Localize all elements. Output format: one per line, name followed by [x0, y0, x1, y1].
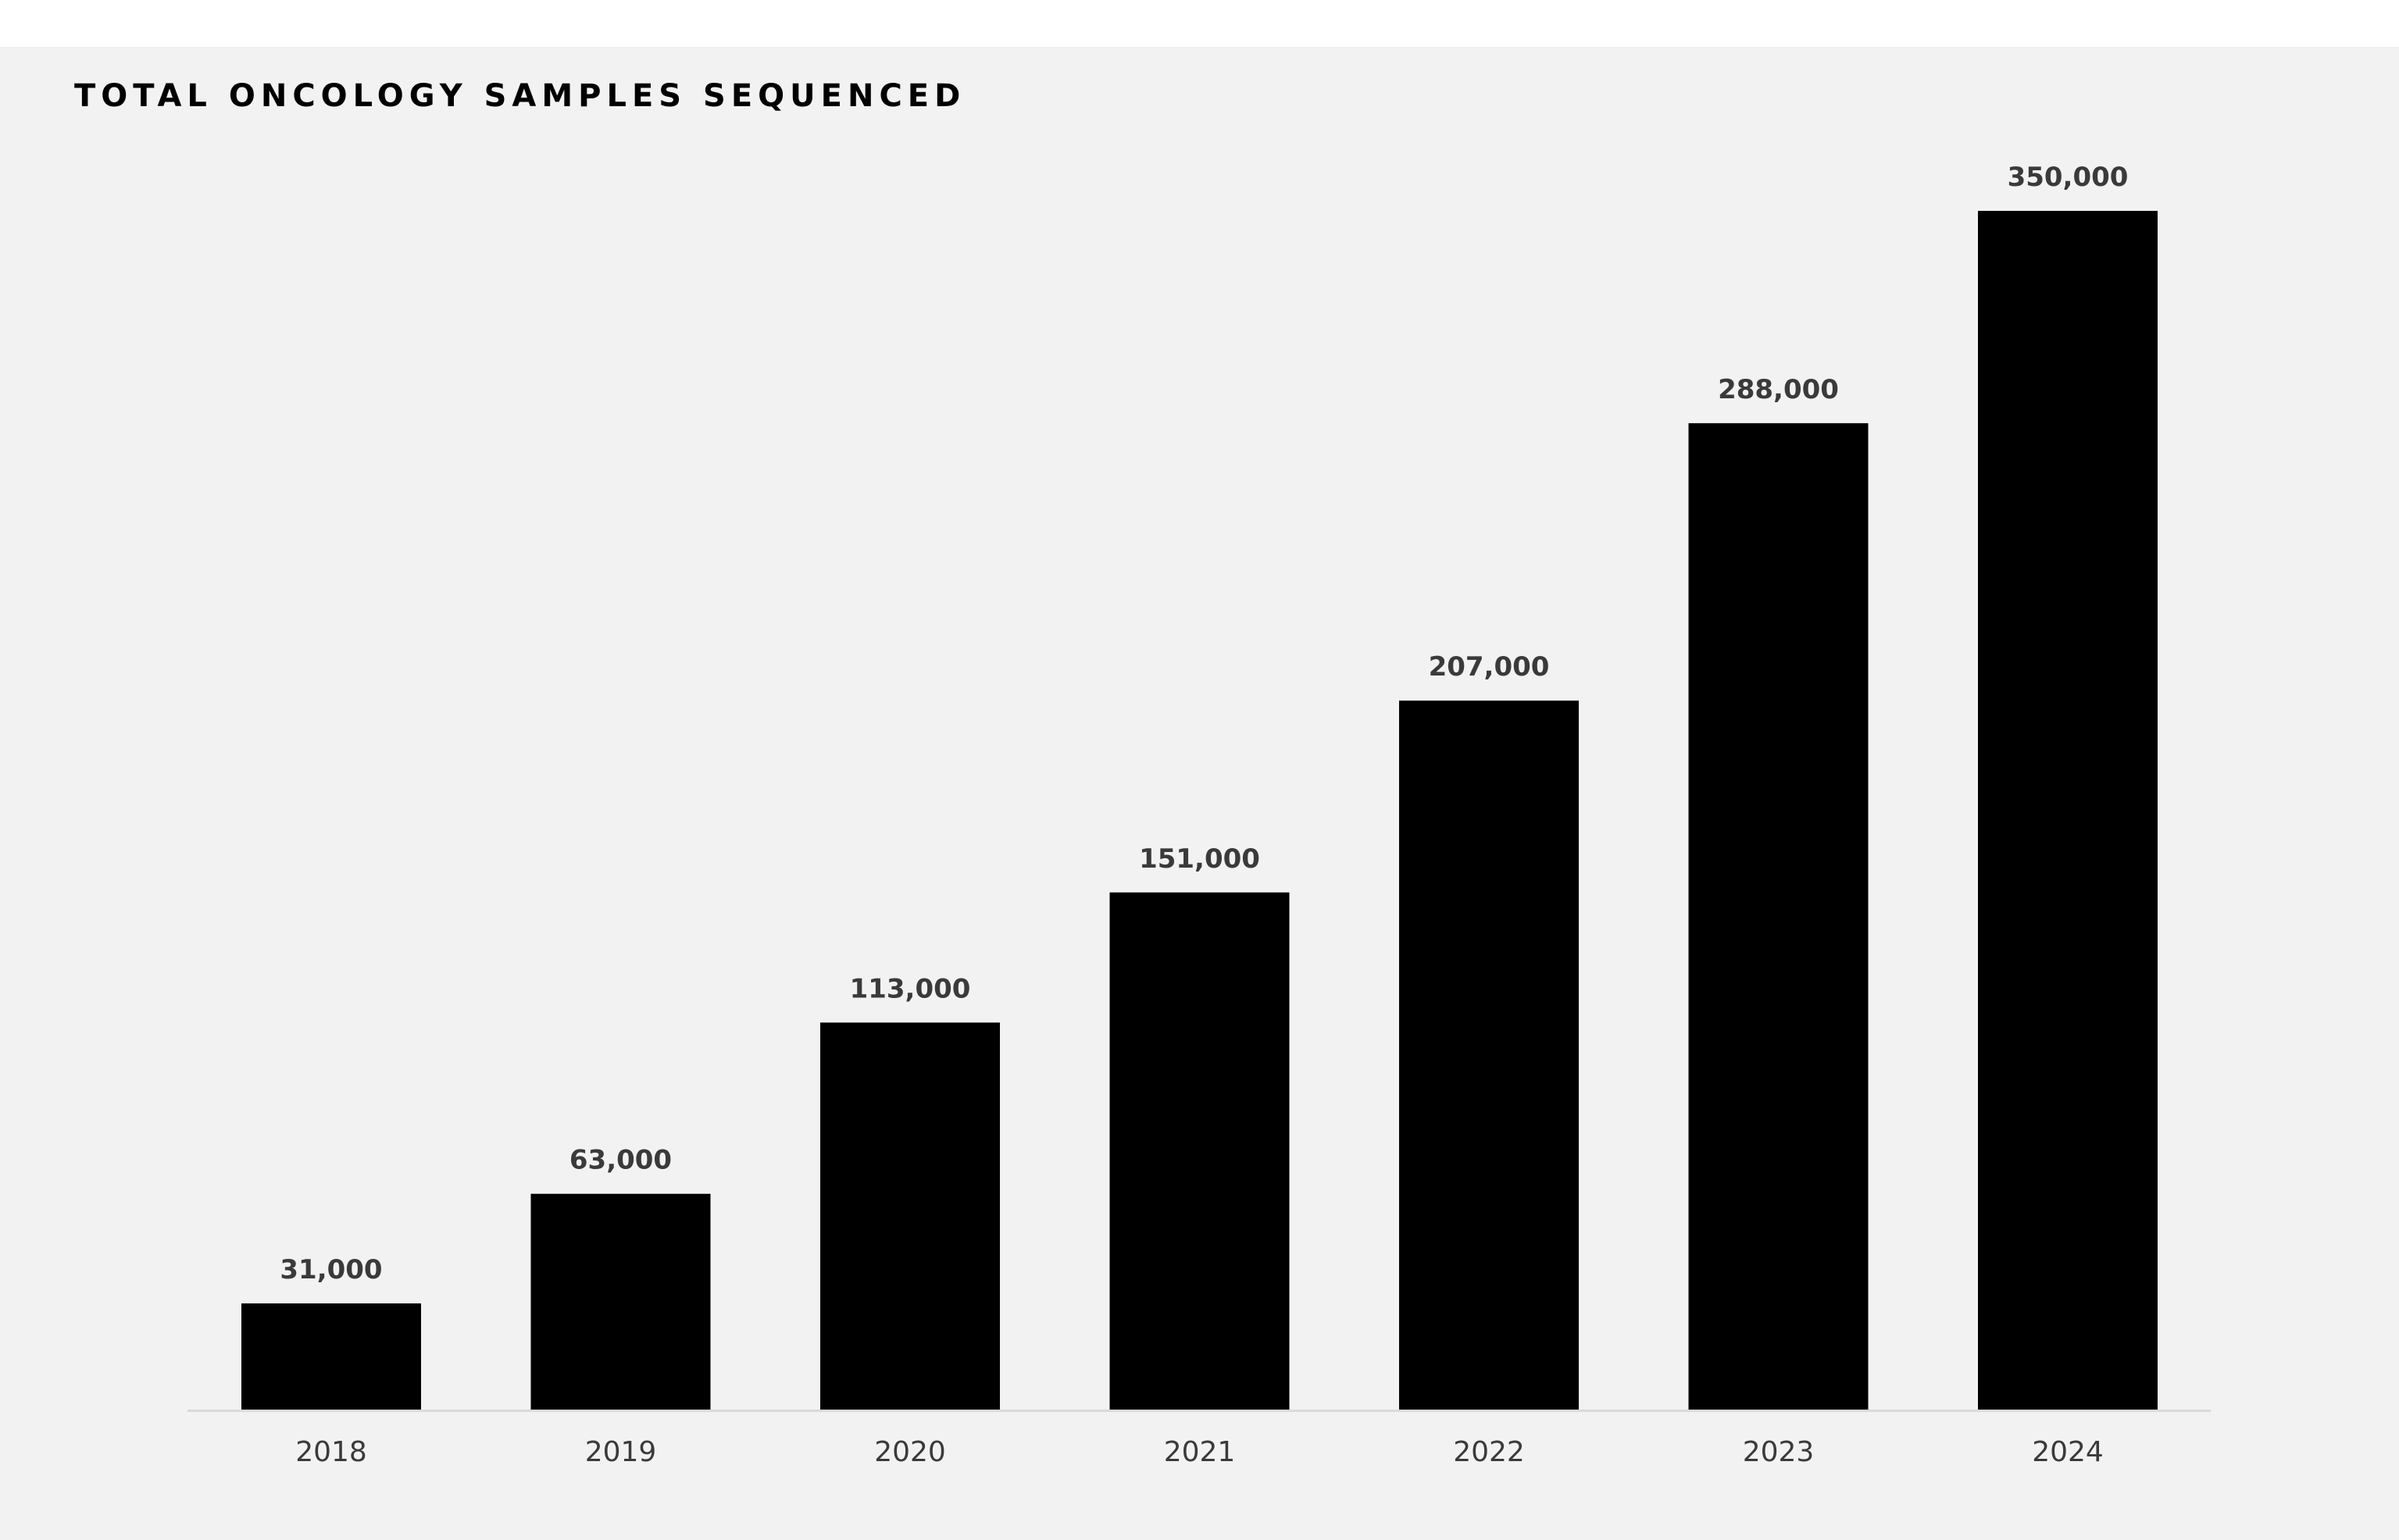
data-label-2022: 207,000 [1429, 651, 1550, 683]
x-tick-label-2022: 2022 [1453, 1436, 1525, 1468]
bar-2022 [1399, 700, 1579, 1410]
chart-title: TOTAL ONCOLOGY SAMPLES SEQUENCED [74, 78, 966, 114]
data-label-2020: 113,000 [850, 973, 971, 1004]
data-label-2021: 151,000 [1139, 843, 1260, 875]
bar-2024 [1978, 211, 2158, 1410]
top-strip [0, 0, 2399, 47]
data-label-2019: 63,000 [569, 1145, 672, 1176]
x-tick-labels-group: 2018 2019 2020 2021 2022 2023 2024 [295, 1436, 2104, 1468]
bar-2018 [241, 1303, 421, 1410]
bar-2021 [1109, 892, 1290, 1410]
data-labels-group: 31,000 63,000 113,000 151,000 207,000 288,000… [280, 162, 2128, 1285]
bar-2020 [820, 1022, 1000, 1410]
x-tick-label-2019: 2019 [585, 1436, 657, 1468]
x-tick-label-2024: 2024 [2032, 1436, 2104, 1468]
x-tick-label-2020: 2020 [874, 1436, 946, 1468]
data-label-2024: 350,000 [2008, 162, 2129, 193]
data-label-2023: 288,000 [1718, 374, 1839, 405]
bar-2023 [1688, 422, 1869, 1410]
x-tick-label-2018: 2018 [295, 1436, 367, 1468]
bar-2019 [530, 1193, 711, 1410]
x-tick-label-2023: 2023 [1743, 1436, 1815, 1468]
bars-group [241, 211, 2158, 1410]
data-label-2018: 31,000 [280, 1254, 382, 1285]
x-tick-label-2021: 2021 [1164, 1436, 1236, 1468]
